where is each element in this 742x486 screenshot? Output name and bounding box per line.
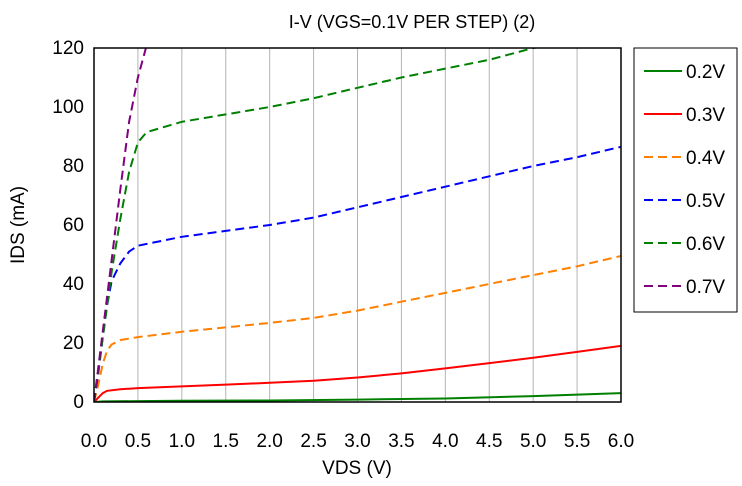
x-tick-label: 5.0 xyxy=(520,431,546,452)
x-tick-label: 0.5 xyxy=(125,431,151,452)
legend-label: 0.2V xyxy=(686,62,725,83)
series-line-0-3V xyxy=(94,344,621,402)
x-tick-label: 3.0 xyxy=(344,431,370,452)
y-tick-label: 60 xyxy=(63,215,84,236)
x-tick-label: 6.0 xyxy=(608,431,634,452)
grid-lines xyxy=(93,48,622,402)
legend-label: 0.5V xyxy=(686,191,725,212)
y-tick-label: 0 xyxy=(73,392,84,413)
x-axis-label: VDS (V) xyxy=(322,458,392,479)
legend: 0.2V 0.3V 0.4V 0.5V 0.6V 0.7V xyxy=(633,47,738,313)
y-tick-labels: 0 20 40 60 80 100 120 xyxy=(52,38,84,413)
x-tick-label: 5.5 xyxy=(564,431,590,452)
legend-label: 0.3V xyxy=(686,105,725,126)
y-tick-label: 120 xyxy=(52,38,84,59)
x-tick-label: 1.0 xyxy=(169,431,195,452)
legend-label: 0.4V xyxy=(686,148,725,169)
y-tick-label: 20 xyxy=(63,333,84,354)
x-tick-label: 4.0 xyxy=(432,431,458,452)
y-tick-label: 80 xyxy=(63,156,84,177)
x-tick-label: 3.5 xyxy=(388,431,414,452)
x-tick-labels: 0.0 0.5 1.0 1.5 2.0 2.5 3.0 3.5 4.0 4.5 5.0 5.5 6.0 xyxy=(81,431,634,452)
plot-area-border xyxy=(93,47,622,403)
series-line-0-4V xyxy=(94,255,621,402)
series-line-0-6V xyxy=(94,48,540,402)
legend-box xyxy=(633,47,738,313)
series-line-0-7V xyxy=(94,48,147,402)
x-tick-label: 2.5 xyxy=(300,431,326,452)
x-tick-label: 2.0 xyxy=(256,431,282,452)
x-tick-label: 0.0 xyxy=(81,431,107,452)
y-tick-label: 40 xyxy=(63,274,84,295)
chart-title: I-V (VGS=0.1V PER STEP) (2) xyxy=(289,12,536,32)
x-tick-label: 1.5 xyxy=(213,431,239,452)
y-axis-label: IDS (mA) xyxy=(8,186,29,264)
legend-label: 0.6V xyxy=(686,234,725,255)
x-tick-label: 4.5 xyxy=(476,431,502,452)
y-tick-label: 100 xyxy=(52,97,84,118)
legend-label: 0.7V xyxy=(686,277,725,298)
